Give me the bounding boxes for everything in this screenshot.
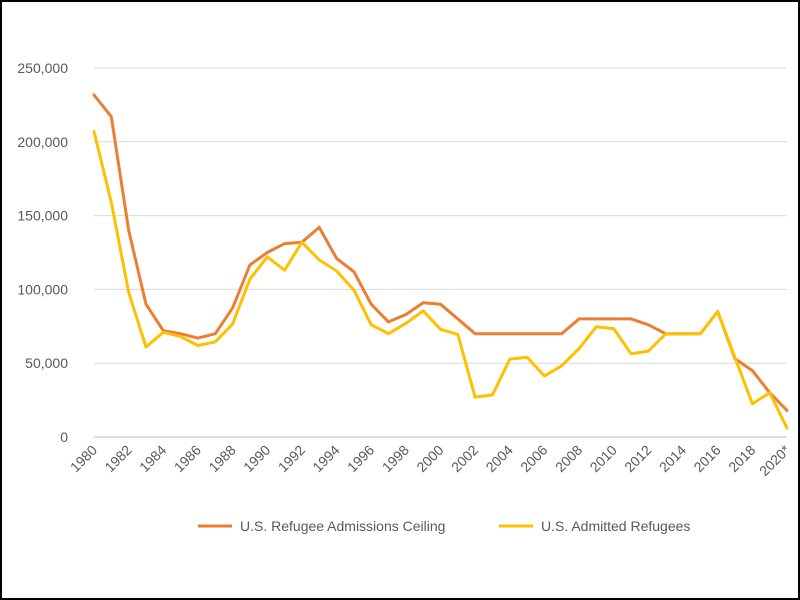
x-tick-label: 2014 — [656, 442, 689, 475]
x-tick-label: 1996 — [344, 442, 377, 475]
x-tick-label: 1992 — [275, 442, 308, 475]
x-tick-label: 2020* — [756, 441, 794, 479]
x-tick-label: 2012 — [621, 442, 654, 475]
x-tick-label: 1980 — [67, 442, 100, 475]
x-tick-label: 2018 — [725, 442, 758, 475]
legend-label: U.S. Admitted Refugees — [541, 518, 690, 534]
y-tick-label: 50,000 — [25, 355, 68, 371]
x-tick-label: 1984 — [136, 442, 169, 475]
y-tick-label: 150,000 — [17, 208, 68, 224]
x-tick-label: 1988 — [205, 442, 238, 475]
x-tick-label: 1982 — [101, 442, 134, 475]
x-tick-label: 2008 — [552, 442, 585, 475]
y-tick-label: 200,000 — [17, 134, 68, 150]
gridlines — [94, 67, 787, 438]
x-tick-label: 2016 — [690, 442, 723, 475]
legend-label: U.S. Refugee Admissions Ceiling — [240, 518, 445, 534]
y-tick-label: 250,000 — [17, 60, 68, 76]
y-axis-tick-labels: 0 50,000 100,000 150,000 200,000 250,000 — [17, 60, 68, 445]
admitted-series-line — [92, 130, 789, 430]
legend: U.S. Refugee Admissions Ceiling U.S. Admi… — [198, 518, 690, 534]
x-tick-label: 1990 — [240, 442, 273, 475]
series-lines — [92, 93, 789, 430]
x-tick-label: 2002 — [448, 442, 481, 475]
x-tick-label: 1994 — [309, 442, 342, 475]
x-tick-label: 2000 — [413, 442, 446, 475]
x-tick-label: 1998 — [379, 442, 412, 475]
y-tick-label: 100,000 — [17, 281, 68, 297]
y-tick-label: 0 — [60, 429, 68, 445]
x-tick-label: 2006 — [517, 442, 550, 475]
x-tick-label: 2004 — [483, 442, 516, 475]
x-axis-tick-labels: 1980 1982 1984 1986 1988 1990 1992 1994 1996 1998… — [67, 441, 794, 479]
x-tick-label: 1986 — [171, 442, 204, 475]
x-tick-label: 2010 — [587, 442, 620, 475]
